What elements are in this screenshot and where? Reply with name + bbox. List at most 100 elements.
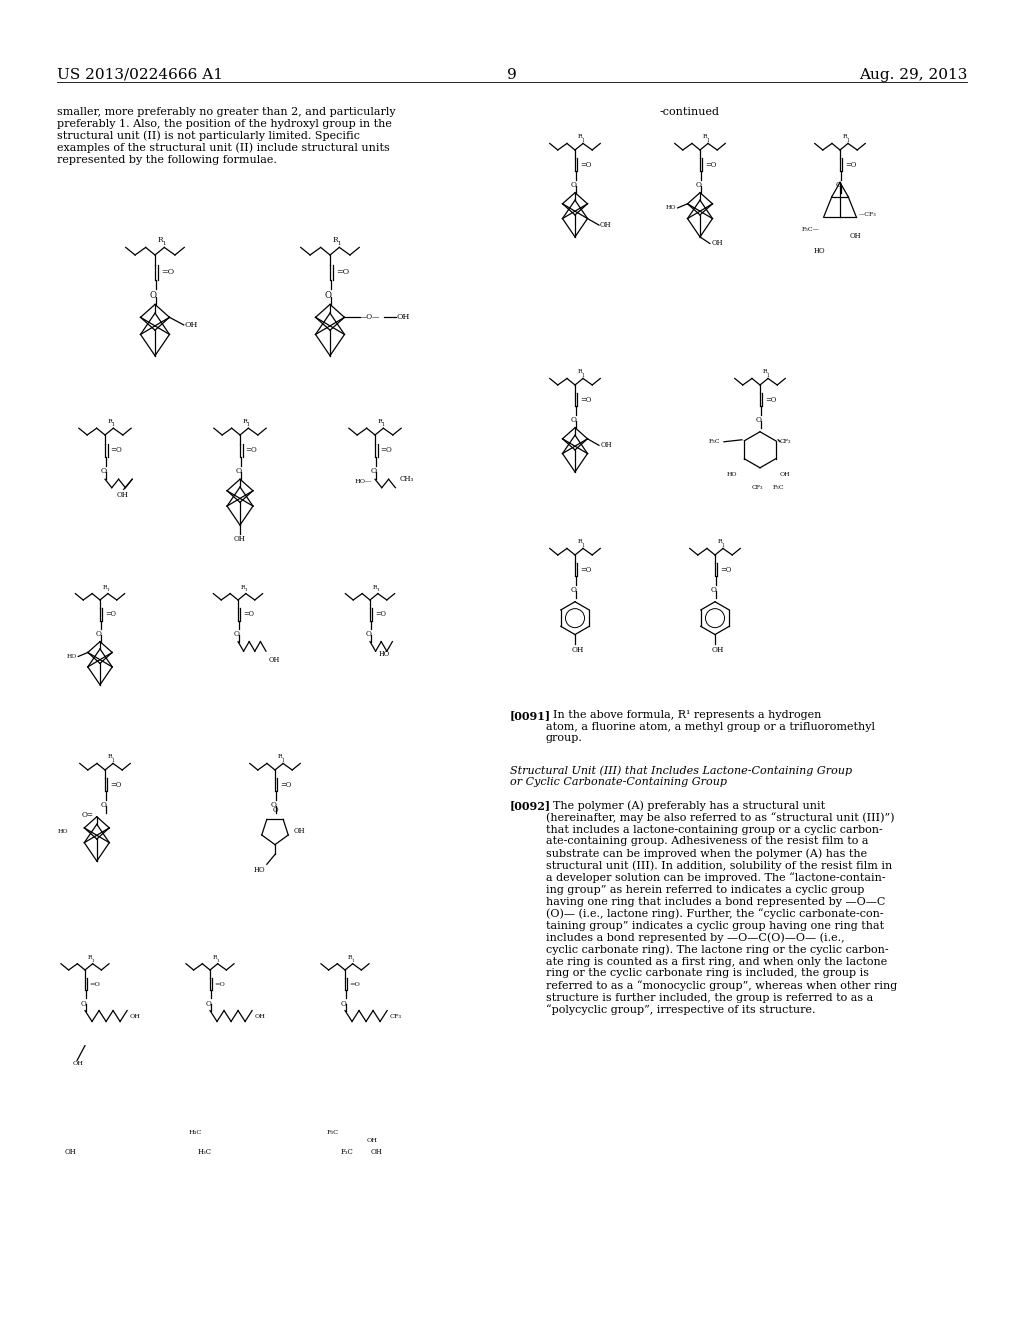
Text: HO: HO [813,247,825,255]
Text: F₃C: F₃C [773,486,784,490]
Text: =O: =O [245,446,257,454]
Text: 1: 1 [282,758,285,763]
Text: OH: OH [572,645,585,653]
Text: CF₃: CF₃ [780,440,792,445]
Text: OH: OH [600,222,611,230]
Text: R: R [212,956,217,960]
Text: 1: 1 [106,589,110,593]
Text: R: R [108,755,112,759]
Text: 1: 1 [377,589,379,593]
Text: R: R [578,540,582,544]
Text: R: R [718,540,722,544]
Text: HO: HO [666,206,676,210]
Text: [0091]: [0091] [510,710,551,721]
Text: O: O [695,181,701,189]
Text: O: O [570,416,577,424]
Text: OH: OH [850,232,861,240]
Text: 1: 1 [707,137,710,143]
Text: =O: =O [705,161,717,169]
Text: 1: 1 [91,958,94,962]
Text: 1: 1 [582,543,585,548]
Text: O: O [836,181,842,189]
Text: 1: 1 [338,242,341,246]
Text: CF₃: CF₃ [752,486,764,490]
Text: =O: =O [336,268,349,276]
Text: =O: =O [215,982,225,986]
Text: In the above formula, R¹ represents a hydrogen
atom, a fluorine atom, a methyl g: In the above formula, R¹ represents a hy… [546,710,874,743]
Text: R: R [578,135,582,140]
Text: R: R [378,418,383,424]
Text: =O: =O [349,982,360,986]
Text: -continued: -continued [660,107,720,117]
Text: R: R [578,370,582,375]
Text: HO: HO [57,829,68,834]
Text: US 2013/0224666 A1: US 2013/0224666 A1 [57,69,223,82]
Text: =O: =O [243,610,254,618]
Text: =O: =O [845,161,856,169]
Text: OH: OH [269,656,281,664]
Text: 1: 1 [582,137,585,143]
Text: 1: 1 [722,543,724,548]
Text: O: O [570,181,577,189]
Text: Aug. 29, 2013: Aug. 29, 2013 [859,69,967,82]
Text: F₃C—: F₃C— [802,227,819,232]
Text: O: O [236,467,242,475]
Text: R: R [241,585,245,590]
Text: F₃C: F₃C [709,440,720,445]
Text: =O: =O [380,446,392,454]
Text: OH: OH [601,441,612,449]
Text: 9: 9 [507,69,517,82]
Text: O: O [756,416,761,424]
Text: O=: O= [82,810,94,818]
Text: HO: HO [726,473,737,478]
Text: 1: 1 [767,372,769,378]
Text: R: R [373,585,377,590]
Text: 1: 1 [351,958,354,962]
Text: R: R [347,956,352,960]
Text: O: O [100,467,106,475]
Text: —O—: —O— [359,313,380,321]
Text: HO—: HO— [354,479,372,483]
Text: R: R [702,135,708,140]
Text: O: O [270,801,276,809]
Text: O: O [100,801,106,809]
Text: =O: =O [375,610,386,618]
Text: 1: 1 [163,242,166,246]
Text: smaller, more preferably no greater than 2, and particularly
preferably 1. Also,: smaller, more preferably no greater than… [57,107,395,165]
Text: =O: =O [280,780,291,789]
Text: OH: OH [234,536,246,544]
Text: CH₃: CH₃ [399,475,414,483]
Text: 1: 1 [382,422,385,428]
Text: F₃C: F₃C [341,1148,353,1156]
Text: OH: OH [130,1014,141,1019]
Text: O: O [325,292,332,300]
Text: R: R [158,236,164,244]
Text: 1: 1 [847,137,850,143]
Text: OH: OH [396,313,410,321]
Text: R: R [333,236,338,244]
Text: OH: OH [367,1138,378,1143]
Text: OH: OH [294,826,305,834]
Text: HO: HO [254,866,265,874]
Text: HO: HO [379,649,390,657]
Text: =O: =O [765,396,776,404]
Text: R: R [243,418,248,424]
Text: =O: =O [580,161,591,169]
Text: R: R [102,585,106,590]
Text: —CF₃: —CF₃ [858,213,877,218]
Text: OH: OH [371,1148,383,1156]
Text: [0092]: [0092] [510,800,551,810]
Text: O: O [81,999,86,1007]
Text: O: O [711,586,717,594]
Text: 1: 1 [112,758,115,763]
Text: OH: OH [255,1014,266,1019]
Text: R: R [843,135,847,140]
Text: O: O [366,631,372,639]
Text: =O: =O [580,566,591,574]
Text: F₃C: F₃C [327,1130,339,1135]
Text: O: O [341,999,346,1007]
Text: O: O [272,805,278,813]
Text: O: O [95,631,101,639]
Text: O: O [570,586,577,594]
Text: OH: OH [712,239,723,247]
